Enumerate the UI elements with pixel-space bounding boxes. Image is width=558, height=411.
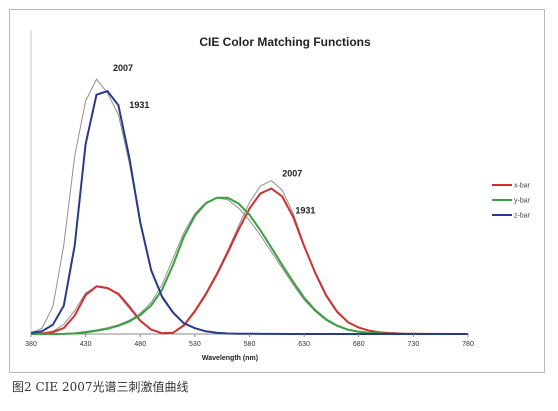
x-tick-label: 730 xyxy=(408,341,420,348)
annotation-label: 2007 xyxy=(113,63,133,73)
x-tick-label: 580 xyxy=(244,341,256,348)
annotation-label: 2007 xyxy=(282,168,302,178)
chart: CIE Color Matching Functions 380 430 480 53… xyxy=(25,30,531,362)
x-axis-title: Wavelength (nm) xyxy=(202,355,258,362)
x-tick-label: 680 xyxy=(353,341,365,348)
legend-label-x-bar: x-bar xyxy=(514,183,531,190)
x-tick-label: 630 xyxy=(298,341,310,348)
series-line-y-bar-1931 xyxy=(31,196,468,335)
x-tick-label: 530 xyxy=(189,341,201,348)
legend-label-y-bar: y-bar xyxy=(514,198,531,205)
x-tick-label: 380 xyxy=(25,341,37,348)
series-line-x-bar-1931 xyxy=(30,187,469,335)
legend-label-z-bar: z-bar xyxy=(514,213,531,220)
series-line-x-bar-2007 xyxy=(30,180,469,335)
chart-figure: CIE Color Matching Functions 380 430 480 53… xyxy=(9,9,545,373)
annotation-label: 1931 xyxy=(129,100,149,110)
series-line-y-bar-2007 xyxy=(31,197,468,335)
figure-caption: 图2 CIE 2007光谱三刺激值曲线 xyxy=(12,380,189,394)
chart-title: CIE Color Matching Functions xyxy=(199,35,371,49)
x-tick-label: 780 xyxy=(462,341,474,348)
x-tick-label: 480 xyxy=(134,341,146,348)
x-tick-label: 430 xyxy=(80,341,92,348)
series-line-z-bar-1931 xyxy=(30,90,468,335)
series-line-z-bar-2007 xyxy=(30,78,468,335)
annotation-label: 1931 xyxy=(295,205,315,215)
